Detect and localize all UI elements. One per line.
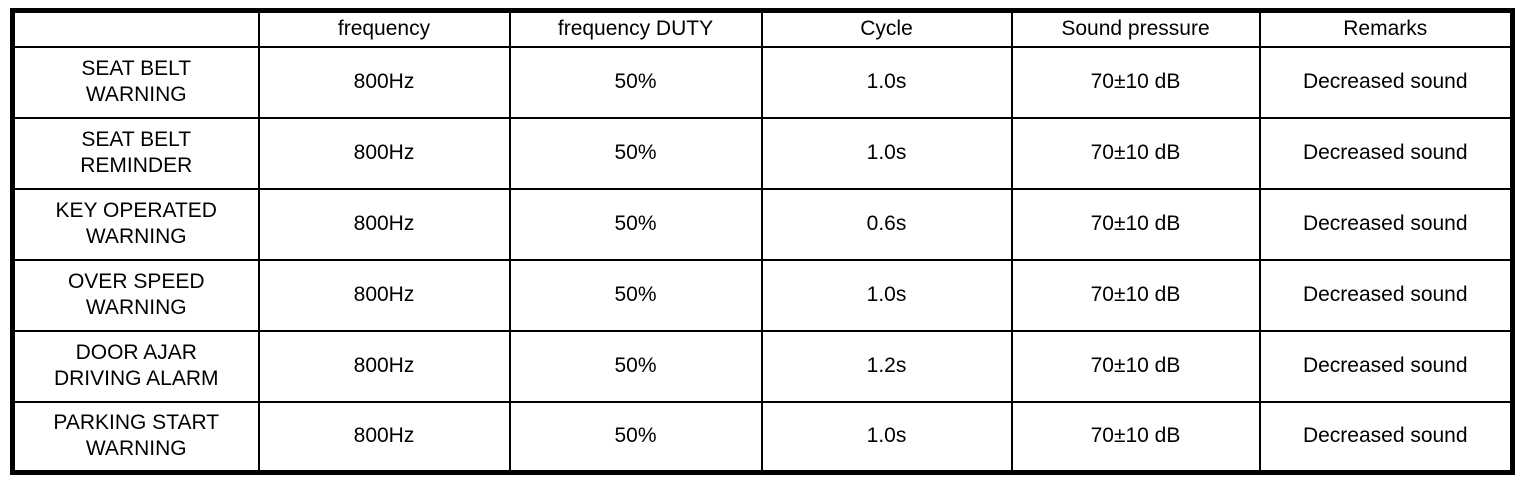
row-label-cell: PARKING START WARNING bbox=[11, 400, 260, 474]
sound-pressure-cell: 70±10 dB bbox=[1010, 187, 1261, 261]
frequency-duty-cell: 50% bbox=[508, 187, 763, 261]
row-label-cell: DOOR AJAR DRIVING ALARM bbox=[11, 329, 260, 403]
cycle-cell: 1.0s bbox=[760, 116, 1013, 190]
frequency-duty-cell: 50% bbox=[508, 116, 763, 190]
remarks-cell: Decreased sound bbox=[1258, 258, 1514, 332]
remarks-cell: Decreased sound bbox=[1258, 187, 1514, 261]
frequency-cell: 800Hz bbox=[257, 45, 511, 119]
cycle-cell: 1.0s bbox=[760, 45, 1013, 119]
frequency-cell: 800Hz bbox=[257, 187, 511, 261]
sound-pressure-cell: 70±10 dB bbox=[1010, 400, 1261, 474]
remarks-cell: Decreased sound bbox=[1258, 400, 1514, 474]
frequency-cell: 800Hz bbox=[257, 116, 511, 190]
cycle-cell: 1.2s bbox=[760, 329, 1013, 403]
frequency-duty-cell: 50% bbox=[508, 329, 763, 403]
header-cell-blank bbox=[11, 9, 260, 48]
table-row: KEY OPERATED WARNING 800Hz 50% 0.6s 70±10 dB… bbox=[11, 187, 1514, 261]
row-label-cell: KEY OPERATED WARNING bbox=[11, 187, 260, 261]
row-label-cell: SEAT BELT WARNING bbox=[11, 45, 260, 119]
header-cell-cycle: Cycle bbox=[760, 9, 1013, 48]
sound-pressure-cell: 70±10 dB bbox=[1010, 45, 1261, 119]
table-header-row: frequency frequency DUTY Cycle Sound pre… bbox=[11, 9, 1514, 48]
cycle-cell: 1.0s bbox=[760, 400, 1013, 474]
remarks-cell: Decreased sound bbox=[1258, 45, 1514, 119]
warning-sound-spec-table: frequency frequency DUTY Cycle Sound pre… bbox=[10, 8, 1515, 475]
table-row: SEAT BELT REMINDER 800Hz 50% 1.0s 70±10 dB De… bbox=[11, 116, 1514, 190]
table-row: PARKING START WARNING 800Hz 50% 1.0s 70±10 d… bbox=[11, 400, 1514, 474]
table-row: OVER SPEED WARNING 800Hz 50% 1.0s 70±10 dB De… bbox=[11, 258, 1514, 332]
sound-pressure-cell: 70±10 dB bbox=[1010, 258, 1261, 332]
header-cell-sound-pressure: Sound pressure bbox=[1010, 9, 1261, 48]
frequency-cell: 800Hz bbox=[257, 400, 511, 474]
frequency-duty-cell: 50% bbox=[508, 400, 763, 474]
frequency-duty-cell: 50% bbox=[508, 258, 763, 332]
cycle-cell: 1.0s bbox=[760, 258, 1013, 332]
remarks-cell: Decreased sound bbox=[1258, 329, 1514, 403]
sound-pressure-cell: 70±10 dB bbox=[1010, 116, 1261, 190]
header-cell-frequency: frequency bbox=[257, 9, 511, 48]
table-row: DOOR AJAR DRIVING ALARM 800Hz 50% 1.2s 70±10… bbox=[11, 329, 1514, 403]
sound-pressure-cell: 70±10 dB bbox=[1010, 329, 1261, 403]
header-cell-remarks: Remarks bbox=[1258, 9, 1514, 48]
remarks-cell: Decreased sound bbox=[1258, 116, 1514, 190]
cycle-cell: 0.6s bbox=[760, 187, 1013, 261]
frequency-duty-cell: 50% bbox=[508, 45, 763, 119]
header-cell-frequency-duty: frequency DUTY bbox=[508, 9, 763, 48]
table-body: SEAT BELT WARNING 800Hz 50% 1.0s 70±10 dB Dec… bbox=[11, 45, 1514, 474]
frequency-cell: 800Hz bbox=[257, 329, 511, 403]
row-label-cell: SEAT BELT REMINDER bbox=[11, 116, 260, 190]
row-label-cell: OVER SPEED WARNING bbox=[11, 258, 260, 332]
table-row: SEAT BELT WARNING 800Hz 50% 1.0s 70±10 dB Dec… bbox=[11, 45, 1514, 119]
frequency-cell: 800Hz bbox=[257, 258, 511, 332]
